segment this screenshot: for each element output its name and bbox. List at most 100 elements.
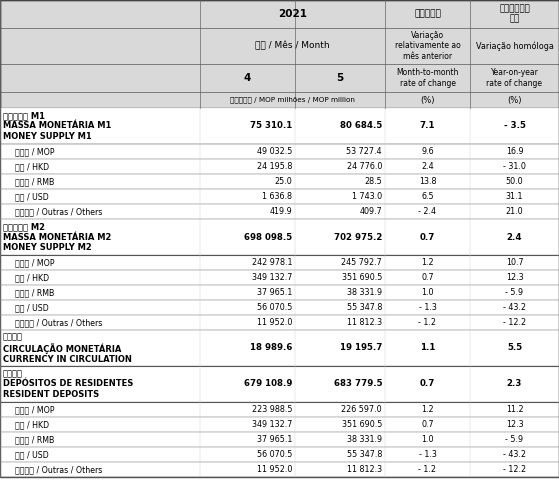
Bar [0,64,559,92]
Bar [0,285,559,300]
Bar [0,0,559,108]
Text: 11.2: 11.2 [506,405,523,414]
Text: 1.1: 1.1 [420,344,435,352]
Text: 美元 / USD: 美元 / USD [15,192,49,201]
Text: Month-to-month
rate of change: Month-to-month rate of change [396,68,459,87]
Text: - 3.5: - 3.5 [504,122,525,130]
Text: (%): (%) [420,96,435,104]
Text: 澳門元 / MOP: 澳門元 / MOP [15,258,54,267]
Text: 11 812.3: 11 812.3 [347,318,382,327]
Text: 澳門元 / MOP: 澳門元 / MOP [15,147,54,156]
Text: - 5.9: - 5.9 [505,288,524,297]
Text: 2.3: 2.3 [507,380,522,388]
Text: Variação
relativamente ao
mês anterior: Variação relativamente ao mês anterior [395,31,461,61]
Text: 37 965.1: 37 965.1 [257,288,292,297]
Text: 2.4: 2.4 [421,162,434,171]
Text: 11 812.3: 11 812.3 [347,465,382,474]
Bar [0,219,559,255]
Bar [0,92,559,108]
Text: 37 965.1: 37 965.1 [257,435,292,444]
Bar [0,270,559,285]
Text: 百萬澳門元 / MOP milhões / MOP million: 百萬澳門元 / MOP milhões / MOP million [230,96,355,103]
Text: 貨幣供應量 M2
MASSA MONETÁRIA M2
MONEY SUPPLY M2: 貨幣供應量 M2 MASSA MONETÁRIA M2 MONEY SUPPLY… [3,222,111,252]
Text: (%): (%) [507,96,522,104]
Text: 80 684.5: 80 684.5 [340,122,382,130]
Text: 18 989.6: 18 989.6 [250,344,292,352]
Text: 0.7: 0.7 [421,273,434,282]
Text: - 1.3: - 1.3 [419,450,437,459]
Text: 349 132.7: 349 132.7 [252,273,292,282]
Text: 53 727.4: 53 727.4 [347,147,382,156]
Text: 21.0: 21.0 [506,207,523,216]
Text: 4: 4 [244,73,251,83]
Text: 698 098.5: 698 098.5 [244,232,292,241]
Text: 226 597.0: 226 597.0 [342,405,382,414]
Text: 24 776.0: 24 776.0 [347,162,382,171]
Text: 24 195.8: 24 195.8 [257,162,292,171]
Text: 与上月比较: 与上月比较 [414,10,441,18]
Text: 1.2: 1.2 [421,258,434,267]
Bar [0,189,559,204]
Text: 12.3: 12.3 [506,420,523,429]
Bar [0,402,559,417]
Text: 月份 / Mês / Month: 月份 / Mês / Month [255,42,330,50]
Text: 居民存款
DEPÓSITOS DE RESIDENTES
RESIDENT DEPOSITS: 居民存款 DEPÓSITOS DE RESIDENTES RESIDENT DE… [3,369,133,399]
Text: - 1.2: - 1.2 [419,465,437,474]
Text: 679 108.9: 679 108.9 [244,380,292,388]
Text: 25.0: 25.0 [274,177,292,186]
Text: 38 331.9: 38 331.9 [347,435,382,444]
Text: Variação homóloga: Variação homóloga [476,42,553,51]
Bar [0,447,559,462]
Text: 75 310.1: 75 310.1 [250,122,292,130]
Text: 2021: 2021 [278,9,307,19]
Text: 1.2: 1.2 [421,405,434,414]
Bar [0,417,559,432]
Text: 美元 / USD: 美元 / USD [15,450,49,459]
Text: 49 032.5: 49 032.5 [257,147,292,156]
Text: 5: 5 [337,73,344,83]
Text: 港元 / HKD: 港元 / HKD [15,162,49,171]
Text: 9.6: 9.6 [421,147,434,156]
Text: 55 347.8: 55 347.8 [347,303,382,312]
Text: 2.4: 2.4 [507,232,522,241]
Text: 50.0: 50.0 [506,177,523,186]
Bar [0,204,559,219]
Text: 人民幣 / RMB: 人民幣 / RMB [15,435,54,444]
Text: 5.5: 5.5 [507,344,522,352]
Text: 港元 / HKD: 港元 / HKD [15,273,49,282]
Text: 13.8: 13.8 [419,177,436,186]
Bar [0,0,559,28]
Text: 貨幣供應量 M1
MASSA MONETÁRIA M1
MONEY SUPPLY M1: 貨幣供應量 M1 MASSA MONETÁRIA M1 MONEY SUPPLY… [3,111,111,141]
Bar [0,108,559,144]
Text: 0.7: 0.7 [420,232,435,241]
Text: 流通貨幣
CIRCULAÇÃO MONETÁRIA
CURRENCY IN CIRCULATION: 流通貨幣 CIRCULAÇÃO MONETÁRIA CURRENCY IN CI… [3,332,132,364]
Text: - 1.2: - 1.2 [419,318,437,327]
Text: 28.5: 28.5 [364,177,382,186]
Text: 245 792.7: 245 792.7 [341,258,382,267]
Text: 242 978.1: 242 978.1 [252,258,292,267]
Text: 11 952.0: 11 952.0 [257,318,292,327]
Text: 702 975.2: 702 975.2 [334,232,382,241]
Text: 10.7: 10.7 [506,258,523,267]
Text: 0.7: 0.7 [420,380,435,388]
Text: - 31.0: - 31.0 [503,162,526,171]
Text: Year-on-year
rate of change: Year-on-year rate of change [486,68,542,87]
Bar [0,330,559,366]
Text: 1.0: 1.0 [421,288,434,297]
Bar [0,174,559,189]
Text: 与上年度同期
比较: 与上年度同期 比较 [499,4,530,24]
Text: 其他貨幣 / Outras / Others: 其他貨幣 / Outras / Others [15,318,102,327]
Text: 6.5: 6.5 [421,192,434,201]
Text: 港元 / HKD: 港元 / HKD [15,420,49,429]
Text: 16.9: 16.9 [506,147,523,156]
Text: 409.7: 409.7 [359,207,382,216]
Bar [0,159,559,174]
Text: 1 636.8: 1 636.8 [262,192,292,201]
Bar [0,28,559,64]
Text: 人民幣 / RMB: 人民幣 / RMB [15,177,54,186]
Text: 56 070.5: 56 070.5 [257,303,292,312]
Text: 56 070.5: 56 070.5 [257,450,292,459]
Text: - 12.2: - 12.2 [503,465,526,474]
Text: 人民幣 / RMB: 人民幣 / RMB [15,288,54,297]
Text: - 43.2: - 43.2 [503,303,526,312]
